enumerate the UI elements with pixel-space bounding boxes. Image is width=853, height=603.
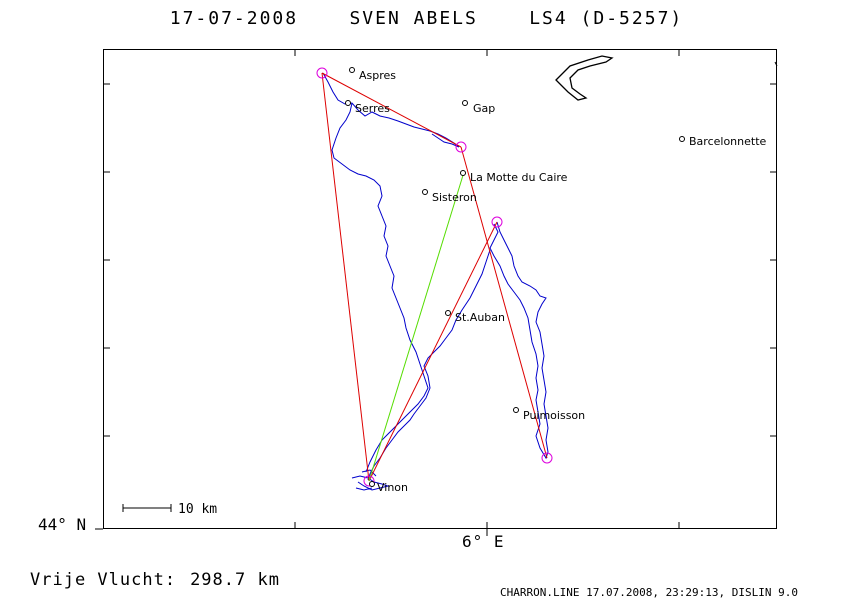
generator-info: CHARRON.LINE 17.07.2008, 23:29:13, DISLI… — [500, 586, 799, 599]
scale-bar — [122, 504, 172, 512]
town-label-la-motte-du-caire: La Motte du Caire — [470, 171, 568, 184]
town-label-st-auban: St.Auban — [455, 311, 505, 324]
distance-label: Vrije Vlucht: — [30, 570, 177, 590]
flight-title: 17-07-2008 SVEN ABELS LS4 (D-5257) — [0, 8, 853, 29]
closing-line — [368, 171, 465, 482]
scale-bar-label: 10 km — [178, 502, 217, 517]
town-label-barcelonnette: Barcelonnette — [689, 135, 767, 148]
town-label-puimoisson: Puimoisson — [523, 409, 585, 422]
lake-outline — [555, 55, 614, 101]
town-label-aspres: Aspres — [359, 69, 396, 82]
flight-track — [322, 72, 549, 491]
pilot-name: SVEN ABELS — [349, 8, 478, 29]
lake-edge — [774, 61, 778, 67]
glider-type: LS4 (D-5257) — [529, 8, 684, 29]
map-frame — [103, 49, 777, 529]
distance-summary: Vrije Vlucht: 298.7 km — [30, 570, 280, 590]
flight-date: 17-07-2008 — [169, 8, 299, 29]
town-markers — [345, 67, 685, 487]
town-label-vinon: Vinon — [377, 481, 408, 494]
town-label-sisteron: Sisteron — [432, 191, 477, 204]
longitude-label: 6° E — [462, 532, 505, 551]
turnpoints — [316, 67, 553, 487]
task-lines — [321, 72, 548, 482]
axis-ticks — [95, 49, 777, 536]
latitude-label: 44° N — [38, 515, 87, 534]
distance-value: 298.7 km — [190, 570, 280, 590]
town-label-serres: Serres — [355, 102, 390, 115]
town-label-gap: Gap — [473, 102, 495, 115]
